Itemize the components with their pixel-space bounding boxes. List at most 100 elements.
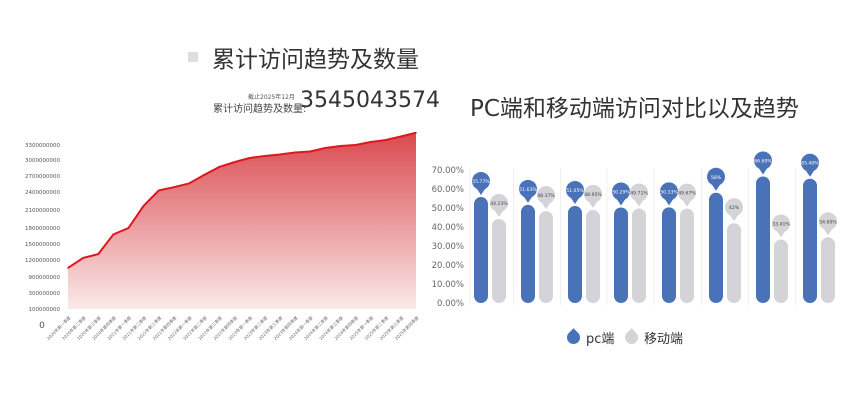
label-bubble [707, 167, 725, 186]
data-point [157, 189, 160, 192]
data-point [67, 267, 69, 269]
pc-bar [521, 204, 535, 303]
data-point [127, 227, 130, 229]
label-bubble-tail [635, 200, 643, 207]
label-bubble [537, 186, 555, 205]
y-tick-label: 10.00% [432, 280, 464, 290]
mobile-bar [539, 211, 553, 303]
label-bubble-tail [495, 210, 503, 217]
data-point [82, 257, 84, 259]
label-bubble-tail [477, 189, 485, 196]
data-point [233, 161, 236, 163]
y-tick-label: 1500000000 [25, 242, 60, 248]
total-value: 3545043574 [300, 88, 440, 113]
mobile-bar [632, 208, 646, 303]
label-bubble-tail [542, 203, 550, 210]
data-point [112, 233, 115, 236]
label-bubble-tail [806, 170, 814, 177]
label-bubble-tail [665, 199, 673, 206]
data-label: 50.33% [660, 189, 678, 195]
data-point [324, 147, 327, 149]
y-tick-label: 100000000 [29, 307, 61, 313]
data-label: 49.71% [630, 191, 648, 197]
label-bubble-tail [617, 199, 625, 206]
data-point [369, 141, 372, 143]
total-label: 累计访问趋势及数量: [213, 104, 307, 115]
y-tick-label: 0.00% [437, 299, 464, 309]
y-tick-label: 2400000000 [25, 190, 60, 196]
label-bubble [678, 183, 696, 202]
right-chart-title: PC端和移动端访问对比以及趋势 [470, 96, 799, 122]
label-bubble [725, 198, 743, 217]
data-label: 42% [729, 205, 740, 211]
y-tick-label: 30.00% [432, 242, 464, 252]
y-tick-label: 3300000000 [25, 143, 60, 149]
data-point [339, 145, 342, 147]
data-point [294, 151, 296, 154]
label-bubble-tail [683, 200, 691, 207]
pc-bar [474, 197, 488, 303]
pc-bar [756, 176, 770, 303]
data-label: 51.63% [519, 187, 537, 193]
data-point [173, 186, 175, 188]
mobile-bar [727, 223, 741, 303]
y-tick-label: 900000000 [29, 275, 61, 281]
pc-bar [568, 206, 582, 303]
data-label: 65.40% [801, 161, 819, 167]
x-tick-label: 2020年第一季度 [45, 314, 73, 342]
mobile-bar [821, 237, 835, 303]
label-bubble-tail [759, 168, 767, 175]
legend-label-mobile: 移动端 [644, 332, 684, 347]
mobile-bar [586, 209, 600, 303]
label-bubble [801, 153, 819, 172]
left-title-text: 累计访问趋势及数量 [212, 47, 419, 73]
data-label: 44.23% [490, 201, 508, 207]
data-label: 48.37% [537, 193, 555, 199]
title-marker-icon [188, 52, 198, 62]
label-bubble [772, 214, 790, 233]
mobile-drop-icon [622, 328, 641, 347]
y-tick-label: 300000000 [29, 291, 61, 297]
data-label: 33.41% [772, 222, 790, 228]
label-bubble-tail [824, 229, 832, 236]
y-tick-label: 40.00% [432, 223, 464, 233]
label-bubble [519, 179, 537, 198]
label-bubble [612, 182, 630, 201]
data-point [400, 135, 402, 138]
data-label: 49.67% [678, 191, 696, 197]
data-label: 55.77% [472, 179, 490, 185]
pc-bar [614, 207, 628, 303]
pc-bar [803, 178, 817, 303]
area-fill [68, 132, 416, 309]
data-point [384, 139, 387, 141]
label-bubble-tail [712, 184, 720, 191]
data-point [203, 174, 205, 176]
label-bubble-tail [589, 201, 597, 208]
data-point [188, 182, 190, 185]
label-bubble [566, 181, 584, 200]
left-chart-title: 累计访问趋势及数量 [188, 40, 419, 74]
mobile-bar [680, 208, 694, 303]
legend-label-pc: pc端 [586, 332, 615, 347]
data-label: 51.05% [566, 188, 584, 194]
pc-bar [709, 192, 723, 303]
y-tick-label: 2100000000 [25, 208, 60, 214]
label-bubble [754, 151, 772, 170]
data-point [279, 153, 281, 156]
data-point [97, 253, 100, 255]
label-bubble [630, 183, 648, 202]
data-point [354, 144, 357, 146]
pc-mobile-bar-chart: 0.00% 10.00% 20.00% 30.00% 40.00% 50.00% 60.00… [432, 151, 837, 309]
trend-line [67, 131, 417, 269]
data-label: 58% [711, 175, 722, 181]
data-label: 50.29% [612, 189, 630, 195]
y-tick-label: 0 [39, 321, 45, 331]
label-bubble [660, 182, 678, 201]
pc-drop-icon [564, 328, 583, 347]
data-point [248, 157, 251, 159]
label-bubble-tail [730, 215, 738, 222]
cumulative-area-chart: 0 100000000 300000000 900000000 1200000000 15… [25, 131, 421, 342]
label-bubble [472, 172, 490, 191]
data-label: 66.60% [754, 158, 772, 164]
